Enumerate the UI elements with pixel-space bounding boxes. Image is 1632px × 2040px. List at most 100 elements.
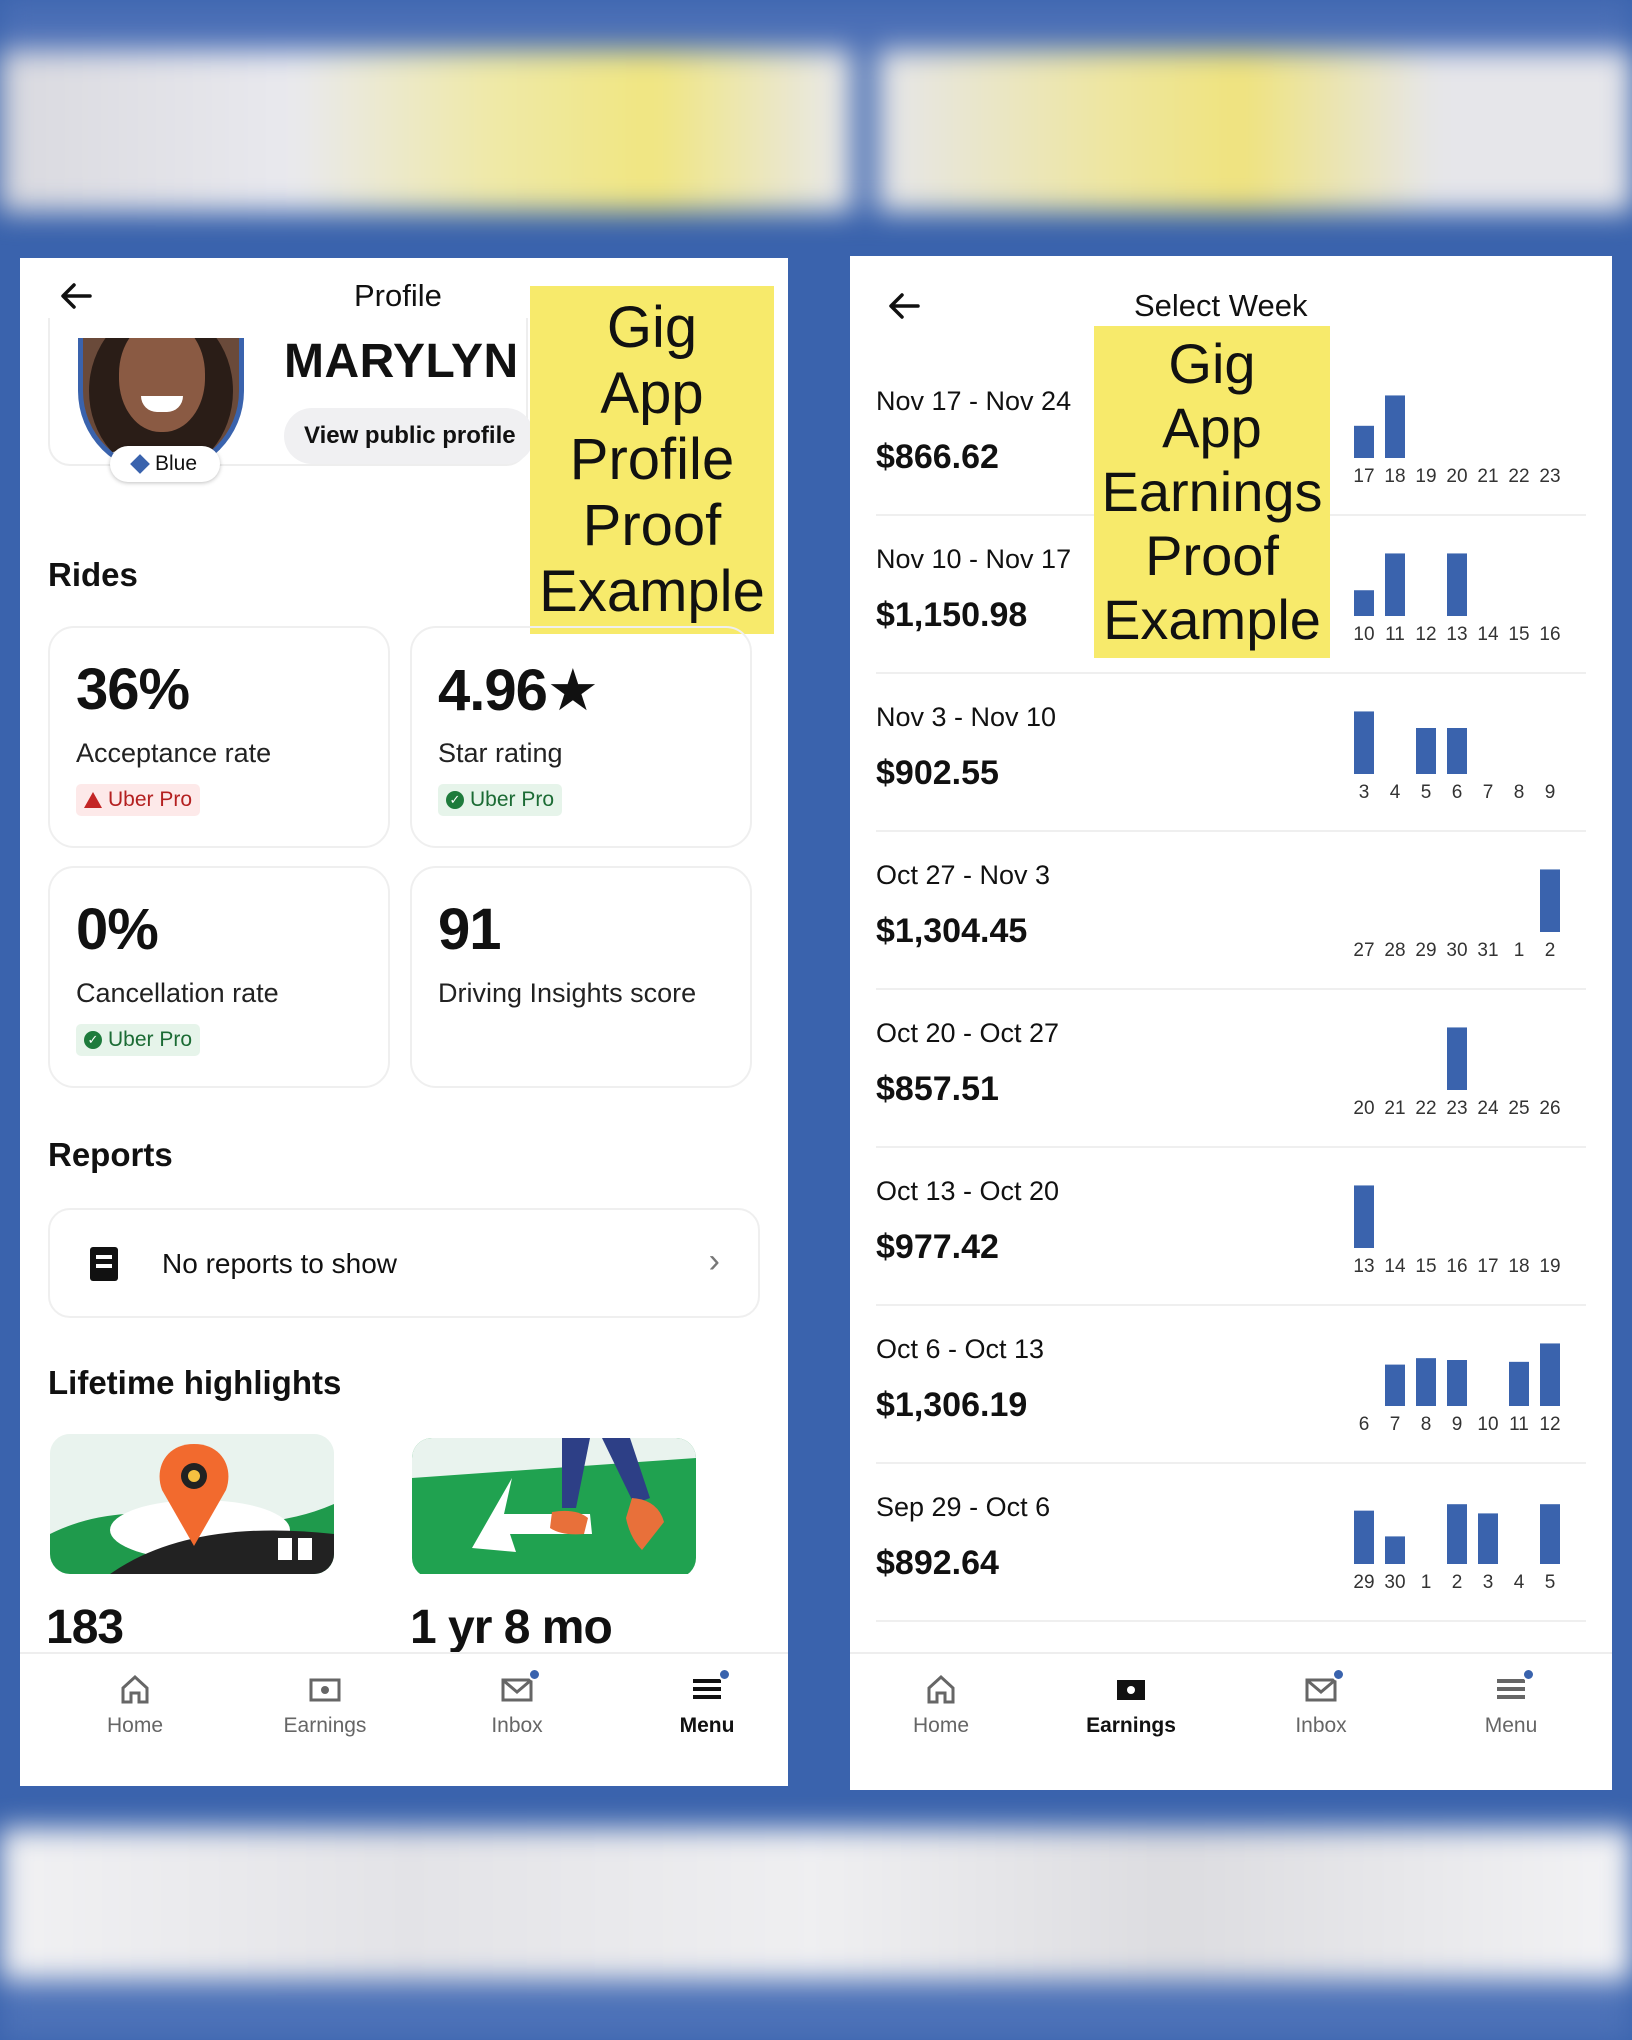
day-label: 10 <box>1353 624 1374 644</box>
star-rating-card[interactable]: 4.96★ Star rating ✓ Uber Pro <box>410 626 752 848</box>
cancellation-rate-card[interactable]: 0% Cancellation rate ✓ Uber Pro <box>48 866 390 1088</box>
sticker-line: Proof <box>1145 524 1279 587</box>
day-bar <box>1416 728 1436 774</box>
day-label: 19 <box>1539 1256 1560 1276</box>
day-label: 1 <box>1514 940 1525 960</box>
daily-earnings-chart: 17 18 19 20 21 22 23 <box>1353 395 1561 486</box>
tab-earnings[interactable]: Earnings <box>1056 1672 1206 1738</box>
tab-label: Menu <box>679 1714 735 1737</box>
week-earnings-amount: $857.51 <box>876 1070 999 1108</box>
home-icon <box>121 1674 149 1704</box>
day-bar <box>1385 395 1405 458</box>
week-range: Oct 6 - Oct 13 <box>876 1334 1045 1364</box>
sticker-line: Example <box>1103 588 1321 651</box>
day-label: 9 <box>1452 1414 1463 1434</box>
day-bar <box>1447 728 1467 774</box>
check-circle-icon: ✓ <box>84 1031 102 1049</box>
day-label: 25 <box>1508 1098 1529 1118</box>
driving-insights-card[interactable]: 91 Driving Insights score <box>410 866 752 1088</box>
week-range: Nov 3 - Nov 10 <box>876 702 1057 732</box>
tab-menu[interactable]: Menu <box>632 1668 782 1738</box>
stat-value: 36% <box>76 657 190 722</box>
sticker-line: Proof <box>582 493 722 558</box>
week-row[interactable]: Oct 13 - Oct 20 $977.42 13 14 15 16 17 18 19 <box>876 1148 1586 1306</box>
day-label: 11 <box>1385 624 1405 644</box>
select-week-screen: Select Week Nov 17 - Nov 24 $866.62 17 18 19… <box>850 256 1612 1790</box>
tab-menu[interactable]: Menu <box>1436 1668 1586 1738</box>
day-label: 15 <box>1508 624 1529 644</box>
tab-inbox[interactable]: Inbox <box>1246 1668 1396 1738</box>
menu-icon <box>1497 1679 1525 1699</box>
day-bar <box>1447 553 1467 616</box>
week-range: Nov 17 - Nov 24 <box>876 386 1072 416</box>
week-earnings-amount: $1,306.19 <box>876 1386 1028 1424</box>
stat-value: 4.96★ <box>438 658 599 723</box>
daily-earnings-chart: 10 11 12 13 14 15 16 <box>1353 553 1561 644</box>
trips-illustration <box>50 1434 334 1574</box>
day-bar <box>1385 1364 1405 1406</box>
week-row[interactable]: Oct 20 - Oct 27 $857.51 20 21 22 23 24 25 26 <box>876 990 1586 1148</box>
day-bar <box>1478 1513 1498 1564</box>
tab-home[interactable]: Home <box>60 1672 210 1738</box>
day-bar <box>1540 869 1560 932</box>
day-label: 9 <box>1545 782 1556 802</box>
day-bar <box>1354 711 1374 774</box>
page-title: Profile <box>354 278 442 313</box>
day-label: 7 <box>1483 782 1494 802</box>
bottom-tab-bar: Home Earnings Inbox Menu <box>20 1652 788 1786</box>
stat-label: Star rating <box>438 738 563 768</box>
day-label: 4 <box>1514 1572 1525 1592</box>
day-label: 30 <box>1384 1572 1405 1592</box>
back-arrow-icon[interactable] <box>884 286 924 326</box>
day-label: 12 <box>1415 624 1436 644</box>
tab-home[interactable]: Home <box>866 1672 1016 1738</box>
tab-label: Earnings <box>1086 1714 1176 1737</box>
day-bar <box>1354 1510 1374 1564</box>
week-earnings-amount: $892.64 <box>876 1544 999 1582</box>
week-range: Oct 27 - Nov 3 <box>876 860 1051 890</box>
day-bar <box>1447 1504 1467 1564</box>
day-label: 16 <box>1539 624 1560 644</box>
blurred-background-top <box>0 0 1632 212</box>
week-row[interactable]: Nov 3 - Nov 10 $902.55 3 4 5 6 7 8 9 <box>876 674 1586 832</box>
day-label: 31 <box>1477 940 1498 960</box>
week-row[interactable]: Sep 29 - Oct 6 $892.64 29 30 1 2 3 4 5 <box>876 1464 1586 1622</box>
week-row[interactable]: Nov 10 - Nov 17 $1,150.98 10 11 12 13 14 15 16 <box>876 516 1586 674</box>
week-row[interactable]: Oct 6 - Oct 13 $1,306.19 6 7 8 9 10 11 12 <box>876 1306 1586 1464</box>
week-row[interactable]: Nov 17 - Nov 24 $866.62 17 18 19 20 21 22 23 <box>876 358 1586 516</box>
sticker-line: Profile <box>569 427 735 492</box>
tab-label: Home <box>912 1714 970 1737</box>
week-row[interactable]: Oct 27 - Nov 3 $1,304.45 27 28 29 30 31 1 2 <box>876 832 1586 990</box>
day-label: 3 <box>1483 1572 1494 1592</box>
day-label: 14 <box>1477 624 1499 644</box>
acceptance-rate-card[interactable]: 36% Acceptance rate Uber Pro <box>48 626 390 848</box>
check-circle-icon: ✓ <box>446 791 464 809</box>
day-label: 8 <box>1421 1414 1432 1434</box>
reports-heading: Reports <box>48 1136 173 1173</box>
back-arrow-icon[interactable] <box>56 276 96 316</box>
view-public-profile-button[interactable]: View public profile <box>284 408 534 464</box>
week-range: Oct 13 - Oct 20 <box>876 1176 1060 1206</box>
day-label: 24 <box>1477 1098 1499 1118</box>
reports-row[interactable]: No reports to show › <box>48 1208 760 1318</box>
earnings-icon <box>1117 1680 1145 1700</box>
pill-label: Uber Pro <box>470 788 555 811</box>
day-bar <box>1354 425 1374 458</box>
stat-value: 91 <box>438 897 502 962</box>
inbox-icon <box>1305 1678 1337 1702</box>
tab-earnings[interactable]: Earnings <box>250 1672 400 1738</box>
day-label: 16 <box>1446 1256 1467 1276</box>
blurred-background-bottom <box>0 1828 1632 2040</box>
week-earnings-amount: $866.62 <box>876 438 999 476</box>
daily-earnings-chart: 20 21 22 23 24 25 26 <box>1353 1027 1561 1118</box>
tab-inbox[interactable]: Inbox <box>442 1668 592 1738</box>
uber-pro-pill: Uber Pro <box>76 784 201 816</box>
day-label: 18 <box>1508 1256 1529 1276</box>
sticker-line: Earnings <box>1101 460 1323 523</box>
day-label: 23 <box>1539 466 1560 486</box>
week-earnings-amount: $1,304.45 <box>876 912 1028 950</box>
day-label: 8 <box>1514 782 1525 802</box>
week-range: Sep 29 - Oct 6 <box>876 1492 1051 1522</box>
day-label: 20 <box>1353 1098 1374 1118</box>
